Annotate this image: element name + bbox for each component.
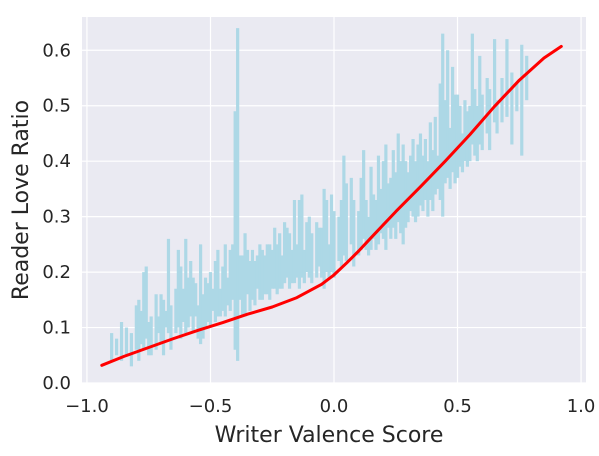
x-tick-label-3: 0.5 <box>443 396 472 417</box>
fit-line <box>100 44 563 367</box>
x-tick-label-4: 1.0 <box>567 396 596 417</box>
y-tick-label-1: 0.1 <box>42 318 71 339</box>
x-tick-label-0: −1.0 <box>65 396 109 417</box>
y-tick-label-2: 0.2 <box>42 262 71 283</box>
y-tick-labels: 0.0 0.1 0.2 0.3 0.4 0.5 0.6 <box>42 40 71 394</box>
y-axis-label: Reader Love Ratio <box>9 100 34 300</box>
y-tick-label-3: 0.3 <box>42 207 71 228</box>
y-tick-label-4: 0.4 <box>42 151 71 172</box>
x-tick-labels: −1.0 −0.5 0.0 0.5 1.0 <box>65 396 595 417</box>
x-tick-label-2: 0.0 <box>320 396 349 417</box>
x-tick-label-1: −0.5 <box>189 396 233 417</box>
x-axis-label: Writer Valence Score <box>215 423 444 448</box>
y-tick-label-5: 0.5 <box>42 96 71 117</box>
y-tick-label-0: 0.0 <box>42 373 71 394</box>
y-tick-label-6: 0.6 <box>42 40 71 61</box>
